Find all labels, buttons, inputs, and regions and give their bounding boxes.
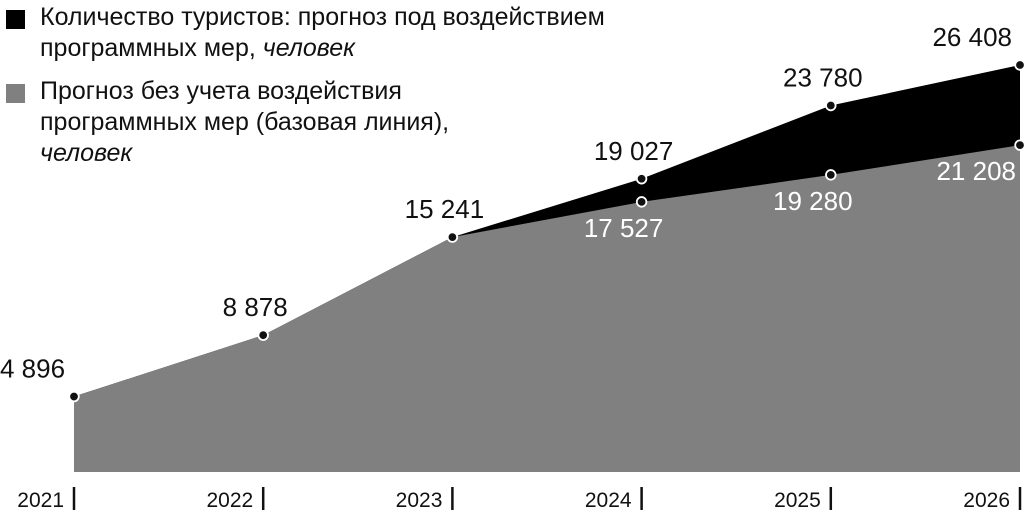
data-points <box>68 59 1026 403</box>
legend-baseline-line1: Прогноз без учета воздействия <box>40 77 402 105</box>
legend-label-program: Количество туристов: прогноз под воздейс… <box>40 2 605 64</box>
x-tick-label-2021: 2021 <box>17 489 64 512</box>
x-axis: 2021 2022 2023 2024 2025 2026 <box>17 487 1022 512</box>
legend-program-line2-main: программных мер, <box>40 34 263 62</box>
legend-swatch-baseline <box>6 84 25 103</box>
point-baseline-2024 <box>635 196 648 208</box>
point-baseline-2026 <box>1014 139 1026 151</box>
x-tick-label-2026: 2026 <box>963 489 1010 512</box>
data-label-program-2024: 19 027 <box>594 136 674 166</box>
legend-program-line2: программных мер, человек <box>40 33 605 64</box>
point-program-2025 <box>825 99 837 112</box>
data-label-program-2021: 4 896 <box>0 354 65 384</box>
data-label-program-2026: 26 408 <box>932 22 1012 52</box>
x-tick-label-2025: 2025 <box>774 489 821 512</box>
x-tick-label-2023: 2023 <box>396 489 443 512</box>
point-baseline-2025 <box>825 169 837 181</box>
data-label-baseline-2024: 17 527 <box>584 213 664 243</box>
data-label-baseline-2025: 19 280 <box>773 186 853 216</box>
point-program-2026 <box>1014 59 1026 71</box>
data-label-program-2023: 15 241 <box>405 194 485 224</box>
legend-baseline-unit: человек <box>40 139 133 167</box>
legend-label-baseline: Прогноз без учета воздействия программны… <box>40 76 449 169</box>
legend-program-line1: Количество туристов: прогноз под воздейс… <box>40 3 605 31</box>
point-program-2021 <box>68 390 80 403</box>
data-label-program-2025: 23 780 <box>783 63 863 93</box>
series-area-baseline <box>74 145 1020 472</box>
point-program-2023 <box>446 231 459 243</box>
x-tick-label-2022: 2022 <box>206 489 253 512</box>
point-program-2022 <box>257 329 269 341</box>
x-tick-label-2024: 2024 <box>585 489 632 512</box>
legend-program-unit: человек <box>262 34 355 62</box>
legend-swatch-program <box>6 10 25 29</box>
data-labels: 4 896 8 878 15 241 19 027 23 780 26 408 17 527… <box>0 22 1016 384</box>
legend-baseline-line2: программных мер (базовая линия), <box>40 108 450 136</box>
data-label-program-2022: 8 878 <box>223 292 288 322</box>
point-program-2024 <box>635 173 648 185</box>
data-label-baseline-2026: 21 208 <box>936 156 1016 186</box>
